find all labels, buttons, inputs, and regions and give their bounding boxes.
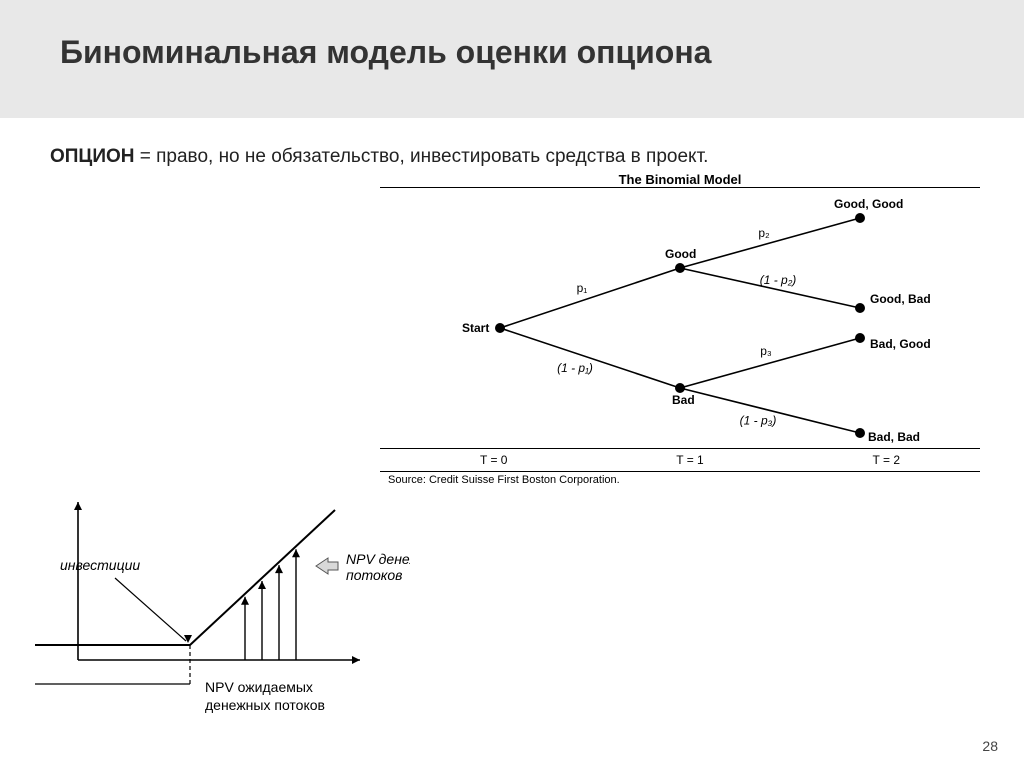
time-label-1: T = 1: [676, 453, 703, 467]
tree-node: [855, 303, 865, 313]
title-bar: Биноминальная модель оценки опциона: [0, 0, 1024, 118]
tree-node: [855, 213, 865, 223]
definition-rest: = право, но не обязательство, инвестиров…: [134, 146, 708, 167]
tree-source: Source: Credit Suisse First Boston Corpo…: [380, 474, 980, 486]
tree-node: [855, 428, 865, 438]
slide-title: Биноминальная модель оценки опциона: [60, 34, 964, 71]
tree-node: [675, 383, 685, 393]
tree-edge: [680, 218, 860, 268]
tree-node-label: Start: [462, 321, 489, 335]
tree-node-label: Bad, Good: [870, 337, 931, 351]
binomial-tree-svg: p₁ (1 - p₁) p₂ (1 - p₂) p₃ (1 - p₃) Start Good B…: [380, 188, 980, 448]
edge-probability-label: (1 - p₁): [557, 361, 593, 375]
definition-term: ОПЦИОН: [50, 146, 134, 167]
tree-node-label: Bad: [672, 393, 695, 407]
option-definition: ОПЦИОН = право, но не обязательство, инв…: [50, 146, 974, 168]
tree-bottom-rule: [380, 471, 980, 472]
edge-probability-label: (1 - p₂): [760, 273, 797, 287]
edge-probability-label: p₁: [577, 281, 588, 295]
tree-node-label: Bad, Bad: [868, 430, 920, 444]
npv-expected-label-2: денежных потоков: [205, 697, 325, 713]
tree-node-label: Good, Good: [834, 197, 903, 211]
binomial-tree-block: The Binomial Model p₁(1 - p₁)p₂(1 - p₂)p…: [380, 172, 980, 492]
npv-cash-label-2: потоков: [346, 567, 403, 583]
tree-node: [495, 323, 505, 333]
npv-cash-label-1: NPV денежных: [346, 551, 410, 567]
edge-probability-label: p₂: [758, 226, 770, 240]
npv-payoff-chart: инвестиции NPV денежныхпотоков NPV ожидаем…: [30, 490, 410, 720]
time-axis: T = 0 T = 1 T = 2: [380, 449, 980, 471]
npv-expected-label-1: NPV ожидаемых: [205, 679, 313, 695]
edge-probability-label: p₃: [760, 344, 772, 358]
tree-node-label: Good, Bad: [870, 292, 931, 306]
pointer-arrow-icon: [316, 558, 338, 574]
tree-title: The Binomial Model: [380, 172, 980, 187]
tree-edge: [500, 328, 680, 388]
invest-label: инвестиции: [60, 557, 140, 573]
time-label-0: T = 0: [480, 453, 507, 467]
edge-probability-label: (1 - p₃): [740, 414, 777, 428]
tree-node: [855, 333, 865, 343]
content-area: ОПЦИОН = право, но не обязательство, инв…: [0, 118, 1024, 492]
time-label-2: T = 2: [873, 453, 900, 467]
page-number: 28: [982, 738, 998, 754]
tree-node: [675, 263, 685, 273]
tree-edge: [500, 268, 680, 328]
tree-node-label: Good: [665, 247, 696, 261]
